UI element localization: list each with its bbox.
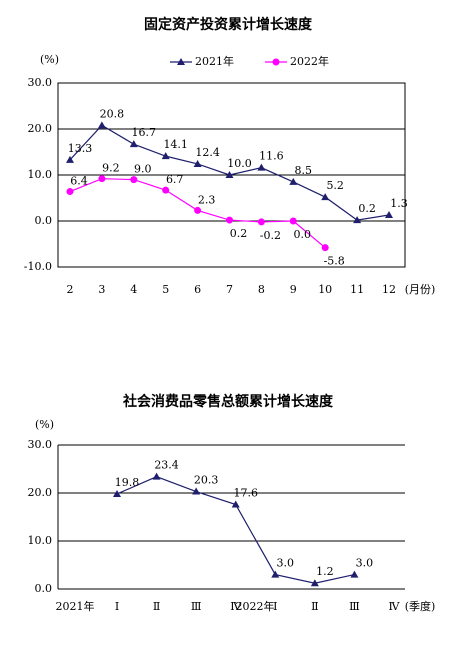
x-tick-label: 2 <box>67 283 74 296</box>
point <box>385 211 393 219</box>
x-tick-label: 8 <box>258 283 265 296</box>
legend-label: 2021年 <box>195 54 234 68</box>
data-label: 16.7 <box>132 126 157 139</box>
point <box>226 216 233 224</box>
point <box>194 206 202 214</box>
point <box>192 487 201 495</box>
data-label: 20.3 <box>194 474 219 487</box>
point <box>350 570 359 578</box>
point <box>321 193 330 201</box>
x-tick-label: Ⅰ <box>273 600 277 613</box>
data-label: 3.0 <box>356 557 374 570</box>
point <box>161 152 170 160</box>
point <box>129 140 138 148</box>
y-tick-label: 10.0 <box>28 534 53 547</box>
data-label: -0.2 <box>260 229 281 242</box>
point <box>257 218 265 226</box>
point <box>321 244 329 252</box>
y-tick-label: 10.0 <box>28 168 53 181</box>
data-label: 1.2 <box>316 565 334 578</box>
data-label: 17.6 <box>233 487 258 500</box>
data-label: 6.7 <box>166 173 184 186</box>
point <box>257 163 266 171</box>
point <box>289 217 297 225</box>
point <box>271 570 280 578</box>
x-tick-label: 11 <box>350 283 364 296</box>
y-tick-label: 0.0 <box>35 582 53 595</box>
legend-marker <box>177 58 185 65</box>
y-tick-label: 20.0 <box>28 486 53 499</box>
data-label: -5.8 <box>324 255 345 268</box>
x-tick-label: Ⅲ <box>349 600 360 613</box>
point <box>66 155 74 163</box>
legend-marker <box>272 58 280 66</box>
y-tick-label: 30.0 <box>28 438 53 451</box>
x-tick-label: 5 <box>162 283 169 296</box>
point <box>193 159 202 167</box>
data-label: 8.5 <box>295 164 313 177</box>
y-unit: (%) <box>40 53 59 66</box>
chart-title: 社会消费品零售总额累计增长速度 <box>122 393 334 410</box>
x-tick-label: 10 <box>318 283 332 296</box>
data-label: 14.1 <box>163 138 188 151</box>
data-label: 13.3 <box>68 142 93 155</box>
point <box>289 177 298 185</box>
data-label: 20.8 <box>100 107 125 120</box>
point <box>66 188 74 196</box>
x-axis-label: (月份) <box>405 283 436 296</box>
data-label: 0.0 <box>294 228 312 241</box>
year-label: 2022年 <box>236 599 275 613</box>
point <box>152 472 161 480</box>
y-unit: (%) <box>35 418 54 431</box>
x-axis-label: (季度) <box>405 599 436 613</box>
x-tick-label: 6 <box>194 283 201 296</box>
point <box>162 186 170 194</box>
data-label: 9.2 <box>102 162 120 175</box>
x-tick-label: Ⅳ <box>230 600 242 613</box>
x-tick-label: Ⅰ <box>115 600 119 613</box>
y-tick-label: -10.0 <box>24 260 52 273</box>
year-label: 2021年 <box>56 599 95 613</box>
data-label: 1.3 <box>390 197 408 210</box>
point <box>97 121 106 129</box>
x-tick-label: 3 <box>98 283 105 296</box>
y-tick-label: 30.0 <box>28 76 53 89</box>
point <box>310 579 319 587</box>
chart-title: 固定资产投资累计增长速度 <box>144 16 313 33</box>
data-label: 10.0 <box>227 157 252 170</box>
data-label: 3.0 <box>277 557 295 570</box>
x-tick-label: Ⅲ <box>191 600 202 613</box>
data-label: 23.4 <box>154 459 179 472</box>
x-tick-label: Ⅳ <box>389 600 401 613</box>
data-label: 5.2 <box>326 179 344 192</box>
data-label: 9.0 <box>134 163 152 176</box>
data-label: 0.2 <box>230 227 248 240</box>
point <box>98 175 106 183</box>
x-tick-label: 9 <box>290 283 297 296</box>
data-label: 2.3 <box>198 193 216 206</box>
x-tick-label: 4 <box>130 283 137 296</box>
point <box>130 176 138 184</box>
data-label: 19.8 <box>115 476 140 489</box>
data-label: 0.2 <box>358 202 376 215</box>
legend-label: 2022年 <box>290 54 329 68</box>
y-tick-label: 0.0 <box>35 214 53 227</box>
y-tick-label: 20.0 <box>28 122 53 135</box>
point <box>113 489 121 497</box>
x-tick-label: 7 <box>226 283 233 296</box>
x-tick-label: Ⅱ <box>153 600 160 613</box>
data-label: 12.4 <box>195 146 220 159</box>
x-tick-label: Ⅱ <box>311 600 318 613</box>
point <box>353 216 362 224</box>
point <box>225 171 234 178</box>
x-tick-label: 12 <box>382 283 396 296</box>
point <box>231 500 240 508</box>
data-label: 11.6 <box>259 150 284 163</box>
data-label: 6.4 <box>70 175 88 188</box>
